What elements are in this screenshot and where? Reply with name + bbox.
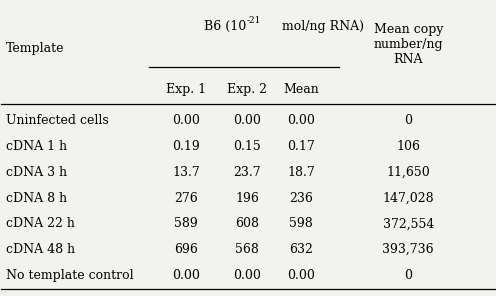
Text: 0.00: 0.00 bbox=[287, 114, 315, 127]
Text: mol/ng RNA): mol/ng RNA) bbox=[278, 20, 365, 33]
Text: 393,736: 393,736 bbox=[382, 243, 434, 256]
Text: 0: 0 bbox=[404, 114, 412, 127]
Text: 196: 196 bbox=[235, 192, 259, 205]
Text: 18.7: 18.7 bbox=[287, 166, 315, 179]
Text: 0.17: 0.17 bbox=[287, 140, 315, 153]
Text: 13.7: 13.7 bbox=[173, 166, 200, 179]
Text: cDNA 8 h: cDNA 8 h bbox=[6, 192, 67, 205]
Text: 0.19: 0.19 bbox=[173, 140, 200, 153]
Text: -21: -21 bbox=[247, 16, 261, 25]
Text: cDNA 3 h: cDNA 3 h bbox=[6, 166, 67, 179]
Text: Exp. 2: Exp. 2 bbox=[227, 83, 267, 96]
Text: 632: 632 bbox=[289, 243, 313, 256]
Text: 568: 568 bbox=[235, 243, 259, 256]
Text: Template: Template bbox=[6, 42, 65, 55]
Text: B6 (10: B6 (10 bbox=[204, 20, 247, 33]
Text: 0.00: 0.00 bbox=[173, 269, 200, 282]
Text: 608: 608 bbox=[235, 217, 259, 230]
Text: 0.00: 0.00 bbox=[287, 269, 315, 282]
Text: 0.00: 0.00 bbox=[173, 114, 200, 127]
Text: 696: 696 bbox=[175, 243, 198, 256]
Text: No template control: No template control bbox=[6, 269, 134, 282]
Text: 372,554: 372,554 bbox=[382, 217, 434, 230]
Text: cDNA 22 h: cDNA 22 h bbox=[6, 217, 75, 230]
Text: 598: 598 bbox=[289, 217, 313, 230]
Text: 106: 106 bbox=[396, 140, 420, 153]
Text: 236: 236 bbox=[289, 192, 313, 205]
Text: cDNA 1 h: cDNA 1 h bbox=[6, 140, 67, 153]
Text: Mean: Mean bbox=[283, 83, 319, 96]
Text: 589: 589 bbox=[175, 217, 198, 230]
Text: Exp. 1: Exp. 1 bbox=[166, 83, 206, 96]
Text: 0: 0 bbox=[404, 269, 412, 282]
Text: 0.00: 0.00 bbox=[233, 114, 261, 127]
Text: Mean copy
number/ng
RNA: Mean copy number/ng RNA bbox=[373, 23, 443, 66]
Text: Uninfected cells: Uninfected cells bbox=[6, 114, 109, 127]
Text: 0.15: 0.15 bbox=[233, 140, 261, 153]
Text: 11,650: 11,650 bbox=[386, 166, 430, 179]
Text: 23.7: 23.7 bbox=[233, 166, 261, 179]
Text: 0.00: 0.00 bbox=[233, 269, 261, 282]
Text: cDNA 48 h: cDNA 48 h bbox=[6, 243, 75, 256]
Text: 147,028: 147,028 bbox=[382, 192, 434, 205]
Text: 276: 276 bbox=[175, 192, 198, 205]
